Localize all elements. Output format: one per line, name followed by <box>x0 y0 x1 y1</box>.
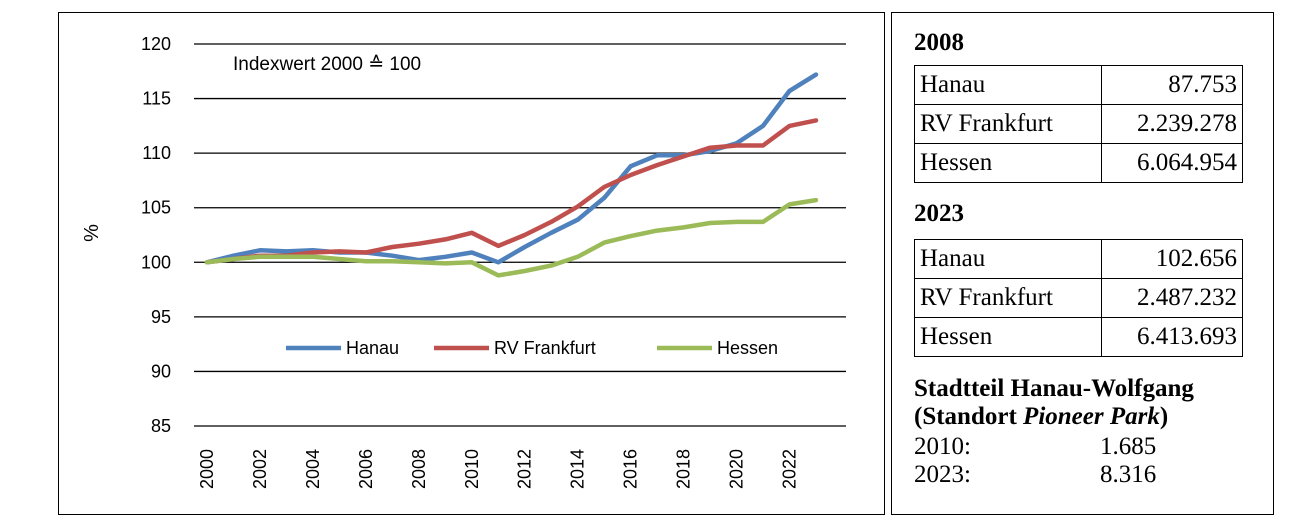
district-row-2023: 2023: 8.316 <box>914 461 1156 489</box>
table-row: Hanau 102.656 <box>914 239 1243 279</box>
district-count-value: 8.316 <box>1100 461 1157 488</box>
x-tick-label: 2020 <box>727 449 747 489</box>
chart-annotation: Indexwert 2000 ≙ 100 <box>233 54 421 75</box>
region-name: Hanau <box>914 239 1102 279</box>
x-tick-label: 2000 <box>197 449 217 489</box>
x-tick-label: 2018 <box>674 449 694 489</box>
x-tick-label: 2004 <box>303 449 323 489</box>
year-heading-2023: 2023 <box>914 200 964 227</box>
y-tick-label: 120 <box>141 34 171 54</box>
population-value: 6.413.693 <box>1101 317 1243 357</box>
table-row: RV Frankfurt 2.239.278 <box>914 104 1243 144</box>
district-year-label: 2023: <box>914 461 971 488</box>
x-tick-label: 2002 <box>250 449 270 489</box>
x-tick-label: 2012 <box>515 449 535 489</box>
x-tick-label: 2014 <box>568 449 588 489</box>
legend-label: RV Frankfurt <box>494 338 596 358</box>
population-table-2008: Hanau 87.753 RV Frankfurt 2.239.278 Hess… <box>914 65 1243 183</box>
series-line-hanau <box>204 72 819 265</box>
district-title-line1: Stadtteil Hanau-Wolfgang <box>914 375 1194 402</box>
table-row: RV Frankfurt 2.487.232 <box>914 278 1243 318</box>
y-tick-label: 85 <box>151 416 171 436</box>
x-tick-label: 2016 <box>621 449 641 489</box>
table-row: Hessen 6.413.693 <box>914 317 1243 357</box>
legend-label: Hanau <box>346 338 399 358</box>
line-chart: 85 90 95 100 105 110 115 120 2000 2002 2004 2006 200… <box>81 34 846 489</box>
district-year-label: 2010: <box>914 433 971 460</box>
info-panel: 2008 Hanau 87.753 RV Frankfurt 2.239.278… <box>891 12 1274 515</box>
region-name: RV Frankfurt <box>914 104 1102 144</box>
region-name: Hessen <box>914 143 1102 183</box>
chart-panel: 85 90 95 100 105 110 115 120 2000 2002 2004 2006 200… <box>58 12 885 515</box>
region-name: Hanau <box>914 65 1102 105</box>
y-tick-label: 115 <box>142 89 171 109</box>
legend-label: Hessen <box>717 338 778 358</box>
region-name: RV Frankfurt <box>914 278 1102 318</box>
x-tick-label: 2006 <box>356 449 376 489</box>
y-tick-label: 110 <box>142 143 171 163</box>
x-tick-label: 2010 <box>462 449 482 489</box>
district-count-value: 1.685 <box>1100 433 1157 460</box>
y-tick-label: 105 <box>141 198 171 218</box>
population-value: 6.064.954 <box>1101 143 1243 183</box>
district-title: Stadtteil Hanau-Wolfgang (Standort Pione… <box>914 375 1194 431</box>
population-value: 2.487.232 <box>1101 278 1243 318</box>
district-title-suffix: ) <box>1159 403 1169 430</box>
district-row-2010: 2010: 1.685 <box>914 433 1156 461</box>
district-title-prefix: (Standort <box>914 403 1024 430</box>
series-line-rv-frankfurt <box>204 118 819 265</box>
table-row: Hanau 87.753 <box>914 65 1243 105</box>
population-table-2023: Hanau 102.656 RV Frankfurt 2.487.232 Hes… <box>914 239 1243 357</box>
y-tick-label: 100 <box>141 252 171 272</box>
population-value: 2.239.278 <box>1101 104 1243 144</box>
y-tick-label: 90 <box>151 361 171 381</box>
y-axis-label: % <box>81 224 103 242</box>
district-title-line2: (Standort Pioneer Park) <box>914 403 1194 431</box>
population-value: 87.753 <box>1101 65 1243 105</box>
district-title-italic: Pioneer Park <box>1023 403 1160 430</box>
region-name: Hessen <box>914 317 1102 357</box>
series-line-hessen <box>204 197 819 278</box>
table-row: Hessen 6.064.954 <box>914 143 1243 183</box>
year-heading-2008: 2008 <box>914 29 964 56</box>
x-tick-label: 2008 <box>409 449 429 489</box>
y-tick-label: 95 <box>151 307 171 327</box>
x-tick-label: 2022 <box>780 449 800 489</box>
population-value: 102.656 <box>1101 239 1243 279</box>
